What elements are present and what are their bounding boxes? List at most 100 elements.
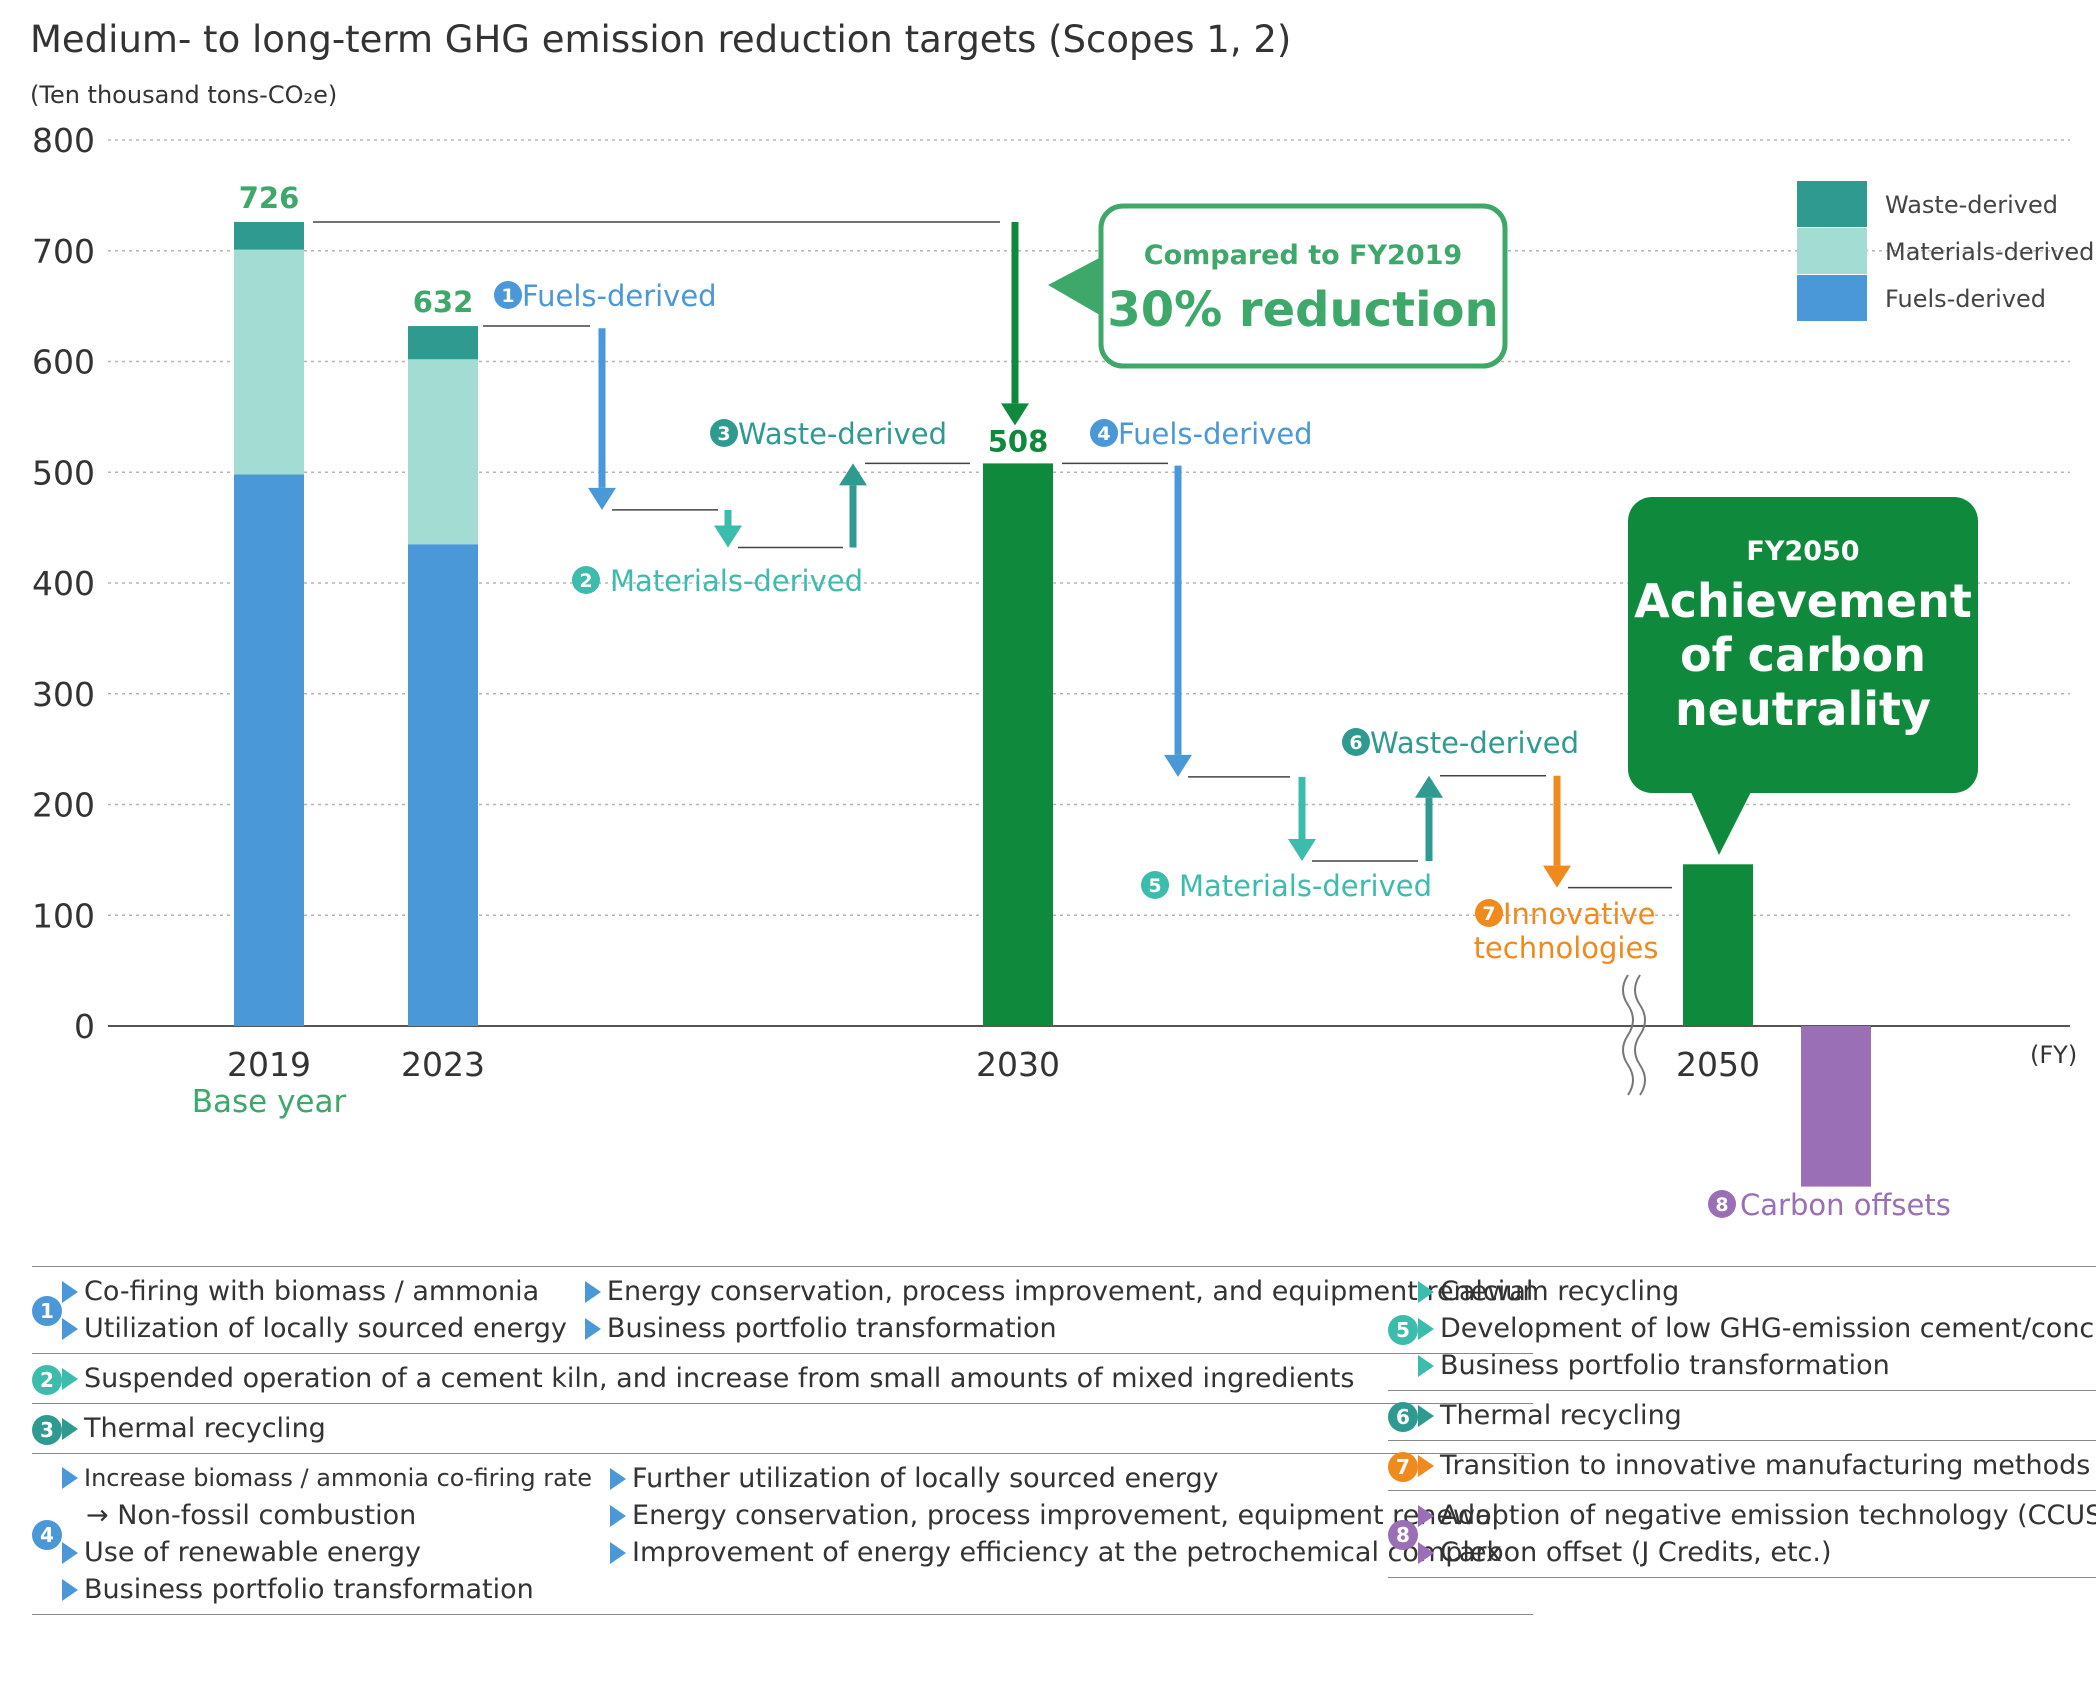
measure-number-badge: 6: [1388, 1401, 1418, 1432]
measure-number-badge: 4: [32, 1520, 62, 1550]
measures-table-left: 1 Co-firing with biomass / ammonia Utiliza…: [32, 1266, 1534, 1615]
neutrality-callout-text-2: neutrality: [1675, 682, 1931, 736]
x-sublabel-2019: Base year: [192, 1084, 347, 1120]
measure-item-text: Energy conservation, process improvement…: [606, 1276, 1534, 1307]
triangle-bullet-icon: [610, 1468, 627, 1490]
step-5-label: Materials-derived: [1179, 869, 1432, 903]
legend-swatch-2: [1797, 275, 1867, 321]
neutrality-callout-pointer: [1690, 790, 1752, 855]
measure-item: Further utilization of locally sourced e…: [610, 1460, 1502, 1497]
x-tick-2019: 2019: [227, 1045, 311, 1084]
bar-carbon-offsets: [1801, 1026, 1871, 1187]
offset-label-badge-number: 8: [1715, 1194, 1728, 1216]
bar-2023-waste: [408, 326, 478, 360]
measure-item: Calcium recycling: [1418, 1273, 2096, 1310]
neutrality-callout-text-0: Achievement: [1634, 574, 1972, 628]
chart-title: Medium- to long-term GHG emission reduct…: [30, 18, 1291, 61]
measure-row-6: 6 Thermal recycling: [1388, 1390, 2096, 1441]
triangle-bullet-icon: [1418, 1281, 1434, 1303]
measure-number-badge: 1: [32, 1296, 62, 1326]
x-axis-unit: (FY): [2030, 1041, 2077, 1069]
step-1-label: Fuels-derived: [522, 279, 717, 313]
measure-row-7: 7 Transition to innovative manufacturing …: [1388, 1440, 2096, 1491]
measure-item-text: Carbon offset (J Credits, etc.): [1440, 1537, 1832, 1568]
step-7-arrow-head: [1543, 865, 1571, 888]
measure-item-text: Improvement of energy efficiency at the …: [632, 1537, 1502, 1568]
measure-item-text: Adoption of negative emission technology…: [1440, 1500, 2096, 1531]
step-3-label: Waste-derived: [738, 417, 947, 451]
reduction-callout-line2: 30% reduction: [1107, 282, 1498, 338]
step-5-badge-circle: [1141, 871, 1169, 899]
bar-total-label-2023: 632: [413, 285, 474, 319]
triangle-bullet-icon: [62, 1281, 78, 1303]
y-tick-800: 800: [32, 121, 95, 160]
measure-row-3: 3 Thermal recycling: [32, 1403, 1534, 1454]
measure-item: Carbon offset (J Credits, etc.): [1418, 1534, 2096, 1571]
legend-label-0: Waste-derived: [1885, 191, 2058, 219]
axis-break-squiggle-1: [1622, 974, 1634, 1096]
step-6-arrow-head: [1415, 775, 1443, 798]
reduction-callout-box: [1098, 203, 1508, 369]
step-3-arrow-head: [839, 463, 867, 486]
measure-item: Co-firing with biomass / ammonia: [62, 1273, 567, 1310]
triangle-bullet-icon: [62, 1467, 78, 1489]
measure-item-text: Business portfolio transformation: [606, 1313, 1057, 1344]
triangle-bullet-icon: [1418, 1455, 1434, 1477]
bar-target-2030: [983, 463, 1053, 1026]
triangle-bullet-icon: [62, 1318, 78, 1340]
measure-items-cell: Calcium recycling Development of low GHG-…: [1418, 1266, 2096, 1391]
measure-row-8: 8 Adoption of negative emission technolog…: [1388, 1490, 2096, 1578]
step-7-label-line2: technologies: [1474, 931, 1659, 965]
offset-label-badge-circle: [1708, 1190, 1736, 1218]
emission-chart: Medium- to long-term GHG emission reduct…: [30, 18, 2094, 1222]
x-tick-2050: 2050: [1676, 1045, 1760, 1084]
measure-item-text: Utilization of locally sourced energy: [84, 1313, 567, 1344]
reduction-arrow-head: [1001, 403, 1029, 426]
measure-number-badge: 7: [1388, 1451, 1418, 1482]
y-axis-unit: (Ten thousand tons-CO₂e): [30, 81, 337, 109]
step-6-badge-number: 6: [1349, 732, 1362, 754]
bar-total-label-2019: 726: [239, 181, 300, 215]
measure-row-2: 2 Suspended operation of a cement kiln, a…: [32, 1353, 1534, 1404]
step-4-label: Fuels-derived: [1118, 417, 1313, 451]
triangle-bullet-icon: [610, 1542, 627, 1564]
measure-item: Adoption of negative emission technology…: [1418, 1497, 2096, 1534]
neutrality-callout-box: [1628, 497, 1978, 793]
step-3-badge-circle: [710, 419, 738, 447]
triangle-bullet-icon: [1418, 1405, 1434, 1427]
triangle-bullet-icon: [62, 1542, 78, 1564]
measure-item-text: Business portfolio transformation: [1440, 1350, 1890, 1381]
step-2-badge-number: 2: [579, 570, 592, 592]
y-tick-500: 500: [32, 453, 95, 492]
triangle-bullet-icon: [1418, 1355, 1434, 1377]
x-tick-2023: 2023: [401, 1045, 485, 1084]
measure-item-text: Co-firing with biomass / ammonia: [84, 1276, 540, 1307]
bar-2023-materials: [408, 359, 478, 545]
measure-number-cell: 8: [1388, 1490, 1418, 1578]
step-3-badge-number: 3: [717, 423, 730, 445]
triangle-bullet-icon: [584, 1318, 601, 1340]
measure-item-text: → Non-fossil combustion: [86, 1500, 417, 1531]
step-1-arrow-head: [588, 487, 616, 510]
triangle-bullet-icon: [1418, 1542, 1434, 1564]
measure-items-cell: Thermal recycling: [62, 1403, 1534, 1454]
bar-2019-materials: [234, 249, 304, 475]
measure-item: Utilization of locally sourced energy: [62, 1310, 567, 1347]
measure-number-cell: 3: [32, 1403, 62, 1454]
step-1-badge-number: 1: [501, 285, 514, 307]
chart-legend: Waste-derived Materials-derived Fuels-deri…: [1797, 181, 2094, 321]
step-5-arrow-head: [1288, 838, 1316, 861]
neutrality-callout-text-1: of carbon: [1680, 628, 1926, 682]
measure-item: Increase biomass / ammonia co-firing rat…: [62, 1460, 592, 1497]
step-4-badge-number: 4: [1097, 423, 1110, 445]
offset-label: Carbon offsets: [1740, 1188, 1951, 1222]
measure-items-cell: Co-firing with biomass / ammonia Utilizat…: [62, 1266, 1534, 1354]
bar-target-2050: [1683, 864, 1753, 1026]
y-tick-200: 200: [32, 786, 95, 825]
measure-item: Suspended operation of a cement kiln, an…: [62, 1360, 1354, 1397]
measure-item-text: Thermal recycling: [1440, 1400, 1682, 1431]
measure-items-cell: Transition to innovative manufacturing m…: [1418, 1440, 2096, 1491]
measure-number-cell: 5: [1388, 1266, 1418, 1391]
